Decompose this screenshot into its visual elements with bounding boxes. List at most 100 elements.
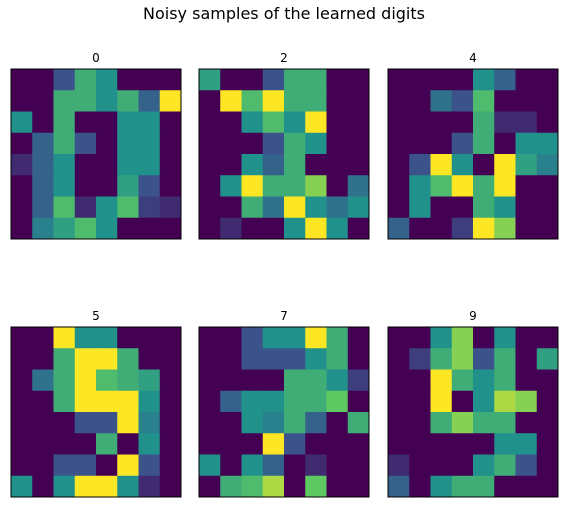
- heatmap-cell: [262, 433, 285, 455]
- heatmap-cell: [515, 217, 538, 240]
- heatmap-cell: [347, 454, 370, 477]
- heatmap-cell: [515, 390, 538, 413]
- heatmap-cell: [159, 475, 182, 498]
- heatmap-cell: [241, 154, 264, 176]
- heatmap-cell: [451, 369, 474, 392]
- heatmap-cell: [284, 433, 306, 455]
- heatmap-cell: [53, 390, 76, 413]
- panel-frame: [387, 326, 559, 498]
- heatmap-cell: [473, 454, 495, 477]
- heatmap-cell: [53, 217, 76, 240]
- heatmap-cell: [494, 327, 516, 349]
- heatmap-cell: [96, 196, 118, 219]
- heatmap-cell: [53, 454, 76, 477]
- heatmap-cell: [284, 475, 306, 498]
- heatmap-cell: [262, 154, 285, 176]
- heatmap-cell: [220, 90, 242, 112]
- heatmap-cell: [430, 327, 453, 349]
- heatmap-cell: [284, 111, 306, 134]
- heatmap-cell: [409, 175, 431, 197]
- heatmap-cell: [220, 369, 242, 392]
- heatmap-cell: [199, 348, 221, 370]
- heatmap-cell: [32, 196, 54, 219]
- heatmap-cell: [241, 475, 264, 498]
- heatmap-cell: [494, 348, 516, 370]
- heatmap-cell: [515, 348, 538, 370]
- heatmap-cell: [305, 390, 327, 413]
- heatmap-cell: [11, 390, 33, 413]
- heatmap-cell: [138, 69, 161, 91]
- panel-frame: [198, 68, 370, 240]
- heatmap-cell: [409, 433, 431, 455]
- heatmap-cell: [199, 69, 221, 91]
- heatmap-cell: [284, 132, 306, 155]
- heatmap-cell: [430, 217, 453, 240]
- heatmap-cell: [117, 154, 139, 176]
- heatmap-cell: [96, 132, 118, 155]
- heatmap-cell: [241, 132, 264, 155]
- heatmap-cell: [473, 475, 495, 498]
- heatmap-cell: [326, 90, 349, 112]
- heatmap-cell: [241, 217, 264, 240]
- heatmap-cell: [388, 369, 410, 392]
- heatmap-cell: [451, 132, 474, 155]
- heatmap-cell: [515, 154, 538, 176]
- heatmap-cell: [11, 69, 33, 91]
- heatmap-cell: [515, 433, 538, 455]
- heatmap-cell: [11, 412, 33, 434]
- heatmap-cell: [32, 327, 54, 349]
- heatmap-cell: [451, 348, 474, 370]
- heatmap-cell: [515, 196, 538, 219]
- heatmap-cell: [536, 433, 559, 455]
- heatmap-cell: [430, 90, 453, 112]
- heatmap-cell: [305, 454, 327, 477]
- heatmap-cell: [74, 327, 97, 349]
- heatmap-cell: [117, 175, 139, 197]
- heatmap-cell: [515, 369, 538, 392]
- heatmap-cell: [451, 154, 474, 176]
- heatmap-cell: [409, 132, 431, 155]
- heatmap-cell: [220, 175, 242, 197]
- heatmap-cell: [515, 175, 538, 197]
- heatmap-cell: [53, 412, 76, 434]
- heatmap-cell: [11, 369, 33, 392]
- heatmap-cell: [138, 433, 161, 455]
- heatmap-cell: [536, 369, 559, 392]
- heatmap-cell: [305, 475, 327, 498]
- heatmap-cell: [305, 111, 327, 134]
- heatmap-cell: [305, 90, 327, 112]
- heatmap-cell: [409, 327, 431, 349]
- heatmap-cell: [53, 348, 76, 370]
- heatmap-cell: [473, 111, 495, 134]
- panel-title: 5: [92, 309, 100, 323]
- heatmap-cell: [159, 369, 182, 392]
- heatmap-cell: [117, 217, 139, 240]
- heatmap-cell: [11, 175, 33, 197]
- heatmap-cell: [473, 132, 495, 155]
- heatmap-cell: [284, 69, 306, 91]
- heatmap-cell: [451, 327, 474, 349]
- heatmap-cell: [53, 196, 76, 219]
- heatmap-cell: [159, 433, 182, 455]
- heatmap-cell: [473, 154, 495, 176]
- heatmap-cell: [138, 454, 161, 477]
- heatmap-cell: [138, 412, 161, 434]
- heatmap-cell: [11, 196, 33, 219]
- heatmap-cell: [199, 454, 221, 477]
- heatmap-cell: [241, 433, 264, 455]
- heatmap-cell: [117, 412, 139, 434]
- heatmap-cell: [117, 369, 139, 392]
- heatmap-cell: [199, 369, 221, 392]
- heatmap-cell: [32, 369, 54, 392]
- heatmap-cell: [220, 390, 242, 413]
- heatmap-cell: [138, 132, 161, 155]
- heatmap-cell: [347, 132, 370, 155]
- heatmap-cell: [32, 154, 54, 176]
- heatmap-cell: [32, 348, 54, 370]
- panel-title: 7: [280, 309, 288, 323]
- heatmap-cell: [326, 412, 349, 434]
- heatmap-cell: [117, 90, 139, 112]
- heatmap-cell: [199, 154, 221, 176]
